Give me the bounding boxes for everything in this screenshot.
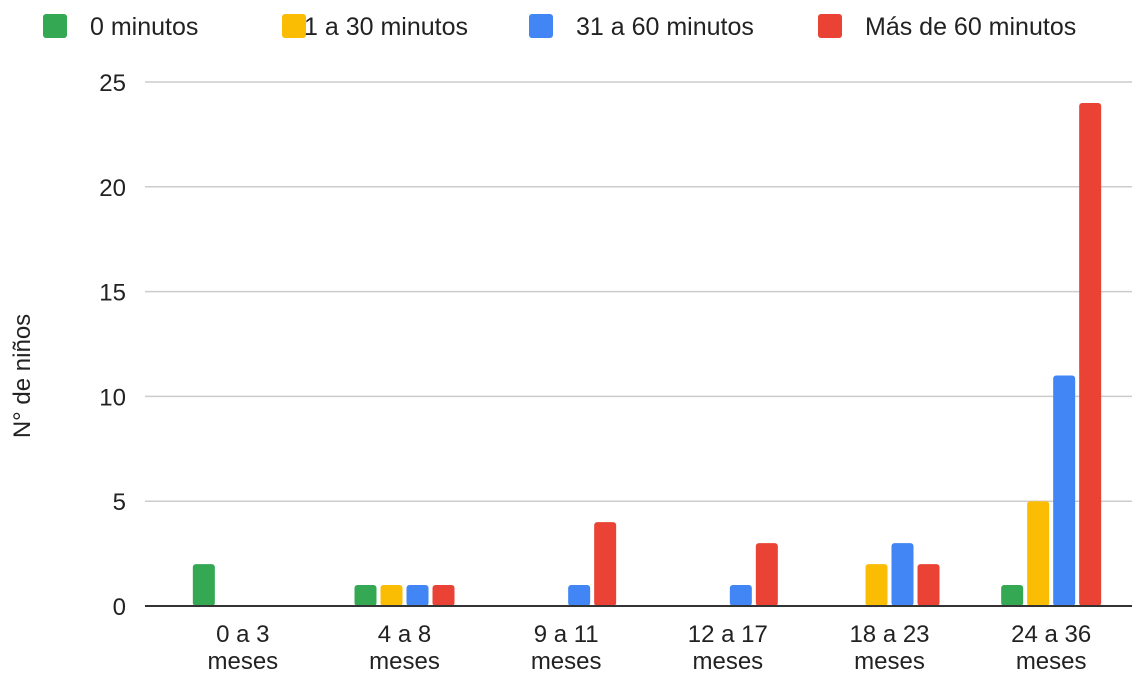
x-category-label: 9 a 11 [534, 621, 599, 648]
y-tick-label: 20 [99, 175, 126, 202]
bar [568, 585, 591, 606]
bar [594, 522, 617, 606]
bar [380, 585, 403, 606]
x-category-label: 4 a 8 [378, 621, 431, 648]
bar [729, 585, 752, 606]
x-category-label: 18 a 23 [849, 621, 929, 648]
bar [406, 585, 429, 606]
bar [755, 543, 778, 606]
x-category-label: meses [207, 648, 278, 674]
legend-label: 31 a 60 minutos [576, 13, 754, 41]
x-category-label: 0 a 3 [216, 621, 269, 648]
bar [891, 543, 914, 606]
bar [1053, 375, 1076, 606]
bar [1027, 501, 1050, 606]
x-category-label: 24 a 36 [1011, 621, 1091, 648]
bars [192, 102, 1102, 607]
legend-swatch [818, 14, 842, 38]
y-tick-label: 25 [99, 70, 126, 97]
bar [192, 564, 215, 606]
x-category-label: meses [369, 648, 440, 674]
bar [354, 585, 377, 606]
bar [1001, 585, 1024, 606]
legend-swatch [282, 14, 306, 38]
y-tick-label: 15 [99, 280, 126, 307]
x-category-label: meses [692, 648, 763, 674]
gridlines [145, 81, 1132, 502]
legend-swatch [529, 14, 553, 38]
bar [865, 564, 888, 606]
y-axis-ticks: 0 5 10 15 20 25 [99, 70, 126, 621]
x-category-label: meses [531, 648, 602, 674]
legend-label: 1 a 30 minutos [304, 13, 468, 41]
bar [917, 564, 940, 606]
bar [432, 585, 455, 606]
y-axis-title: N° de niños [9, 314, 36, 438]
y-tick-label: 10 [99, 384, 126, 411]
x-category-label: 12 a 17 [688, 621, 768, 648]
bar [1079, 102, 1102, 607]
x-category-label: meses [854, 648, 925, 674]
legend-label: 0 minutos [90, 13, 198, 41]
legend-swatch [43, 14, 67, 38]
y-tick-label: 0 [113, 594, 126, 621]
legend-label: Más de 60 minutos [865, 13, 1076, 41]
legend: 0 minutos 1 a 30 minutos 31 a 60 minutos Má… [43, 13, 1076, 41]
y-tick-label: 5 [113, 489, 126, 516]
x-category-label: meses [1016, 648, 1087, 674]
